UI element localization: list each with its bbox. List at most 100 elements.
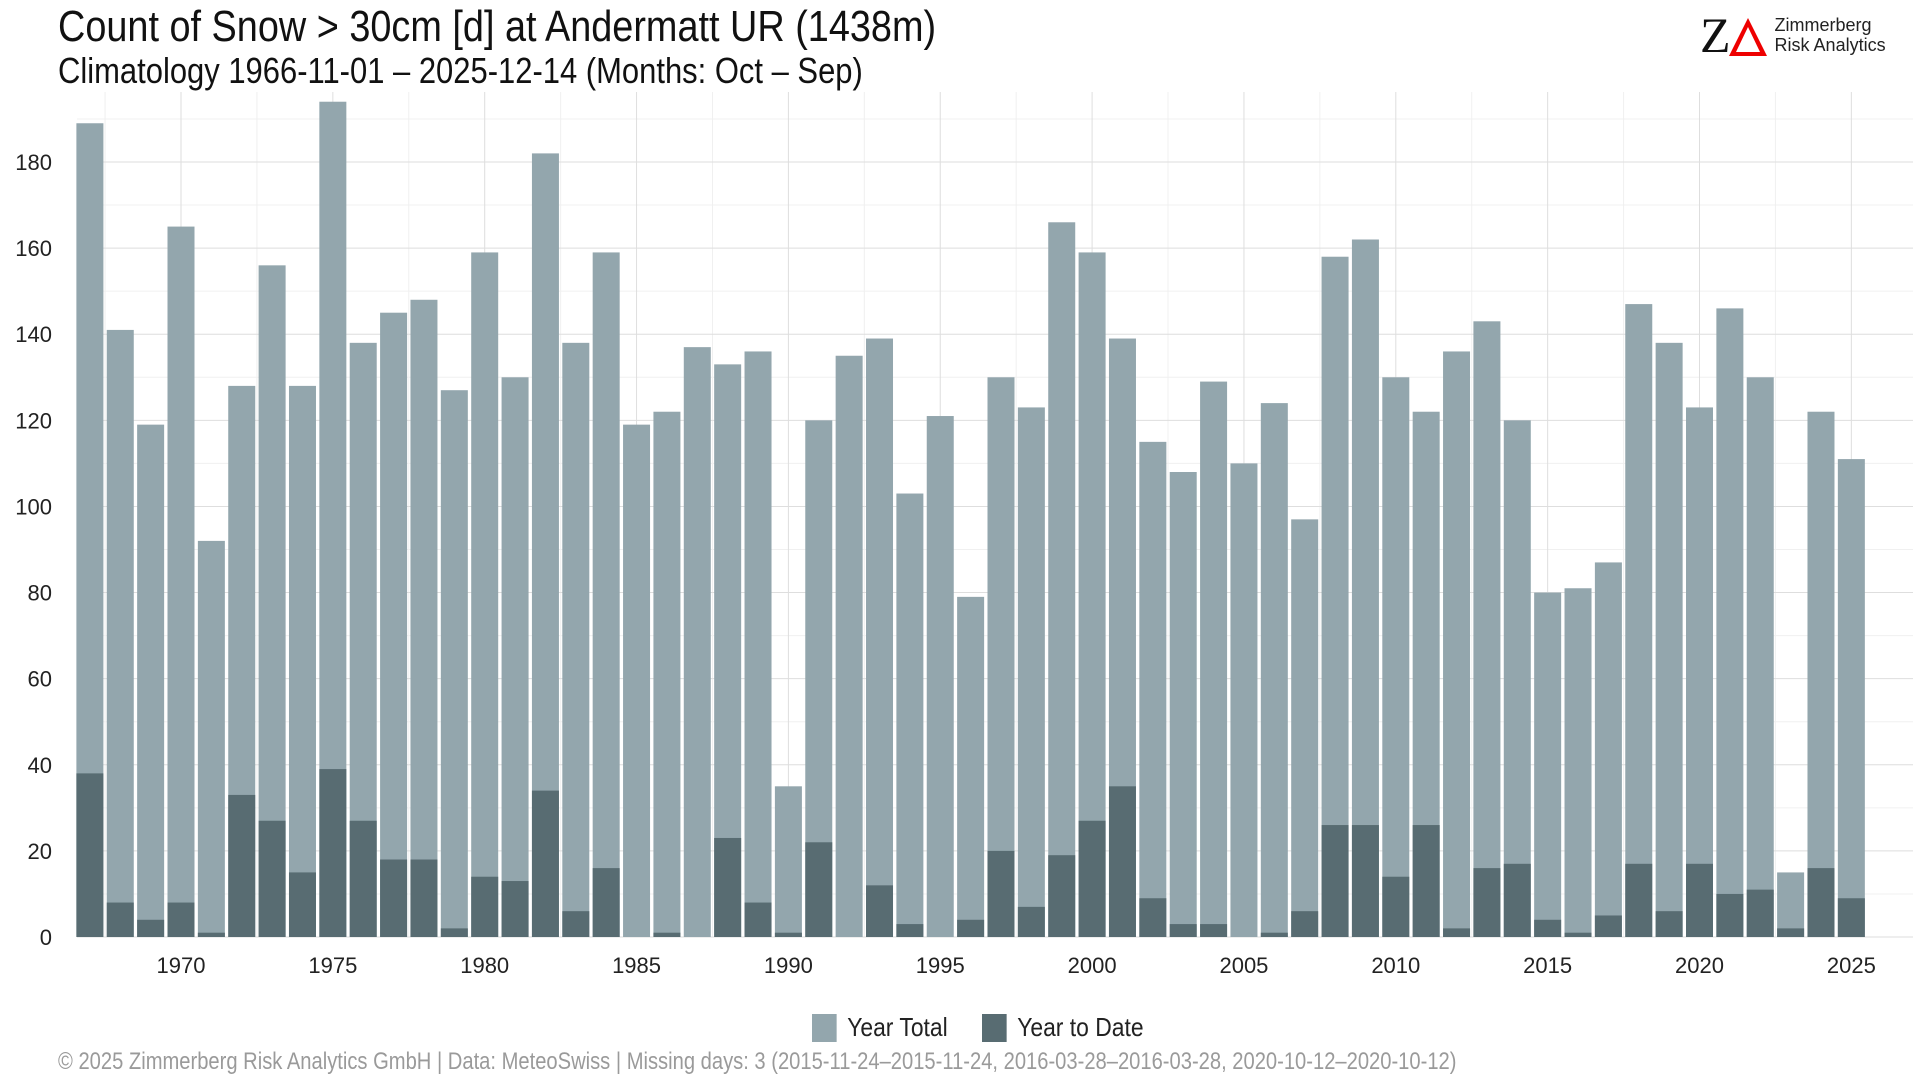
bar-year-total bbox=[1291, 519, 1319, 937]
bar-year-to-date bbox=[1594, 915, 1622, 937]
legend: Year Total Year to Date bbox=[812, 1012, 1182, 1043]
bar-year-to-date bbox=[1503, 863, 1531, 937]
bar-year-to-date bbox=[440, 928, 468, 937]
x-tick-label: 1970 bbox=[157, 953, 206, 978]
y-tick-label: 140 bbox=[15, 322, 52, 347]
company-logo: Z Zimmerberg Risk Analytics bbox=[1700, 10, 1886, 60]
logo-line2: Risk Analytics bbox=[1774, 35, 1886, 55]
bar-year-total bbox=[1503, 420, 1531, 937]
bar-year-total bbox=[1230, 463, 1258, 937]
bar-year-to-date bbox=[987, 850, 1015, 937]
bar-year-total bbox=[592, 252, 620, 937]
bar-year-total bbox=[1017, 407, 1045, 938]
bar-year-to-date bbox=[896, 924, 924, 937]
bar-year-total bbox=[1321, 256, 1349, 937]
bar-year-total bbox=[744, 351, 772, 937]
bar-year-total bbox=[197, 540, 225, 937]
legend-label-year-total: Year Total bbox=[847, 1012, 948, 1042]
bar-year-to-date bbox=[653, 932, 681, 937]
x-tick-label: 1975 bbox=[308, 953, 357, 978]
bar-year-total bbox=[562, 342, 590, 937]
bar-year-to-date bbox=[501, 881, 529, 937]
bar-year-total bbox=[1200, 381, 1228, 937]
bar-year-to-date bbox=[774, 932, 802, 937]
legend-item-year-to-date: Year to Date bbox=[982, 1012, 1144, 1043]
bar-year-total bbox=[410, 299, 438, 937]
bar-year-to-date bbox=[1078, 820, 1106, 937]
bar-year-total bbox=[623, 424, 651, 937]
bar-year-to-date bbox=[410, 859, 438, 937]
x-tick-label: 2010 bbox=[1371, 953, 1420, 978]
y-tick-label: 100 bbox=[15, 494, 52, 519]
bar-year-to-date bbox=[1169, 924, 1197, 937]
bar-year-total bbox=[1837, 459, 1865, 937]
bar-year-total bbox=[288, 385, 316, 937]
bar-year-total bbox=[1443, 351, 1471, 937]
bar-year-to-date bbox=[1321, 825, 1349, 937]
x-tick-label: 1985 bbox=[612, 953, 661, 978]
bar-year-total bbox=[1716, 308, 1744, 937]
bar-year-to-date bbox=[1716, 893, 1744, 937]
bar-year-total bbox=[471, 252, 499, 937]
y-tick-label: 160 bbox=[15, 236, 52, 261]
bar-year-total bbox=[167, 226, 195, 938]
bar-year-to-date bbox=[866, 885, 894, 937]
chart-subtitle: Climatology 1966-11-01 – 2025-12-14 (Mon… bbox=[58, 50, 863, 91]
bar-year-total bbox=[501, 377, 529, 937]
bar-year-total bbox=[1048, 222, 1076, 937]
bar-year-to-date bbox=[1351, 825, 1379, 937]
bar-year-to-date bbox=[380, 859, 408, 937]
bar-year-total bbox=[1534, 592, 1562, 937]
bar-chart: 0 20 40 60 80 100 120 140 160 180 1970 1975 1980 1985… bbox=[15, 92, 1913, 978]
bar-year-total bbox=[987, 377, 1015, 937]
bar-year-to-date bbox=[349, 820, 377, 937]
bar-year-to-date bbox=[288, 872, 316, 937]
bar-year-to-date bbox=[1017, 906, 1045, 937]
bar-year-total bbox=[774, 786, 802, 937]
bar-year-to-date bbox=[592, 868, 620, 937]
bar-year-total bbox=[1746, 377, 1774, 937]
bar-year-total bbox=[1139, 441, 1167, 937]
bar-year-to-date bbox=[1837, 898, 1865, 937]
logo-delta-icon bbox=[1728, 18, 1767, 56]
bar-year-to-date bbox=[1200, 924, 1228, 937]
bar-year-to-date bbox=[1139, 898, 1167, 937]
x-tick-label: 2005 bbox=[1219, 953, 1268, 978]
bar-year-total bbox=[1594, 562, 1622, 937]
bar-year-total bbox=[1260, 403, 1288, 938]
x-tick-label: 1995 bbox=[916, 953, 965, 978]
bar-year-to-date bbox=[1564, 932, 1592, 937]
bar-year-to-date bbox=[228, 794, 256, 937]
bar-year-to-date bbox=[1777, 928, 1805, 937]
bar-year-total bbox=[1655, 342, 1683, 937]
bar-year-to-date bbox=[258, 820, 286, 937]
bar-year-to-date bbox=[1746, 889, 1774, 937]
footer-credits: © 2025 Zimmerberg Risk Analytics GmbH | … bbox=[58, 1048, 1457, 1075]
bar-year-to-date bbox=[531, 790, 559, 937]
y-tick-label: 40 bbox=[28, 753, 52, 778]
bar-year-to-date bbox=[1443, 928, 1471, 937]
bar-year-to-date bbox=[957, 919, 985, 937]
logo-z-mark: Z bbox=[1700, 7, 1731, 63]
x-tick-label: 1980 bbox=[460, 953, 509, 978]
bar-year-total bbox=[683, 347, 711, 937]
bar-year-to-date bbox=[319, 769, 347, 937]
bar-year-to-date bbox=[1686, 863, 1713, 937]
legend-swatch-year-to-date bbox=[982, 1013, 1007, 1042]
bar-year-to-date bbox=[1382, 876, 1410, 937]
bar-year-total bbox=[1686, 407, 1713, 938]
bar-year-total bbox=[1807, 411, 1835, 937]
x-tick-label: 2025 bbox=[1827, 953, 1876, 978]
chart-title: Count of Snow > 30cm [d] at Andermatt UR… bbox=[58, 2, 937, 51]
bar-year-to-date bbox=[1291, 911, 1319, 937]
bar-year-total bbox=[926, 416, 954, 937]
bar-year-to-date bbox=[714, 837, 742, 937]
bar-year-to-date bbox=[1625, 863, 1653, 937]
y-tick-label: 20 bbox=[28, 839, 52, 864]
x-tick-label: 2020 bbox=[1675, 953, 1724, 978]
bar-year-total bbox=[380, 312, 408, 937]
bar-year-to-date bbox=[1260, 932, 1288, 937]
bar-year-to-date bbox=[562, 911, 590, 937]
bar-year-total bbox=[440, 390, 468, 937]
bar-year-total bbox=[1625, 304, 1653, 937]
